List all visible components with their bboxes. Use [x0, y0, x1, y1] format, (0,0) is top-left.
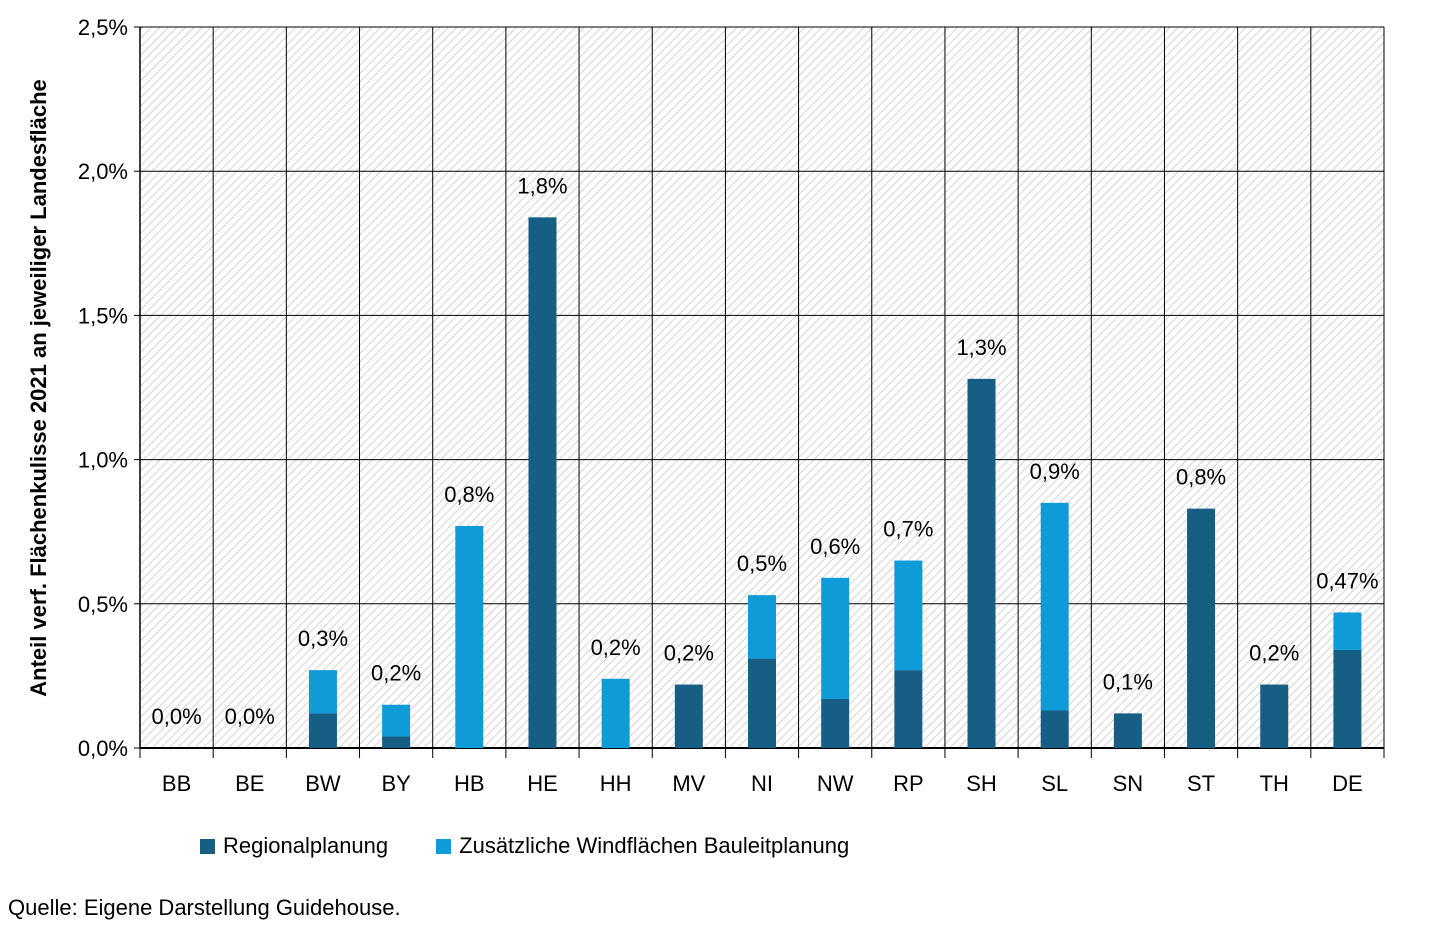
bar-RP-regional — [894, 670, 923, 748]
source-note: Quelle: Eigene Darstellung Guidehouse. — [8, 895, 401, 920]
data-label-DE: 0,47% — [1316, 568, 1378, 593]
data-label-SH: 1,3% — [956, 335, 1006, 360]
x-tick-label-RP: RP — [893, 771, 924, 796]
y-axis-ticks: 0,0% 0,5% 1,0% 1,5% 2,0% 2,5% — [78, 15, 140, 761]
x-tick-label-ST: ST — [1187, 771, 1215, 796]
bar-BY-regional — [382, 736, 411, 748]
data-label-TH: 0,2% — [1249, 641, 1299, 666]
data-label-MV: 0,2% — [664, 641, 714, 666]
bar-ST-regional — [1187, 508, 1216, 748]
data-label-HE: 1,8% — [517, 173, 567, 198]
legend: Regionalplanung Zusätzliche Windflächen … — [200, 833, 897, 859]
y-tick-label: 1,5% — [78, 303, 128, 328]
y-axis-label: Anteil verf. Flächenkulisse 2021 an jewe… — [26, 79, 51, 696]
y-tick-label: 0,0% — [78, 736, 128, 761]
data-label-HB: 0,8% — [444, 482, 494, 507]
y-tick-label: 0,5% — [78, 592, 128, 617]
bar-DE-regional — [1333, 649, 1362, 748]
legend-item-regional: Regionalplanung — [200, 833, 388, 859]
data-label-SN: 0,1% — [1103, 669, 1153, 694]
data-label-ST: 0,8% — [1176, 465, 1226, 490]
bar-NI-additional — [748, 595, 776, 659]
data-labels: 0,0% 0,0% 0,3% 0,2% 0,8% 1,8% 0,2% 0,2% 0,5% 0,6%… — [152, 173, 1379, 729]
x-tick-label-MV: MV — [672, 771, 705, 796]
bar-SH-regional — [967, 378, 996, 748]
x-tick-label-DE: DE — [1332, 771, 1363, 796]
legend-label-additional: Zusätzliche Windflächen Bauleitplanung — [459, 833, 850, 858]
data-label-BB: 0,0% — [152, 704, 202, 729]
y-tick-label: 1,0% — [78, 448, 128, 473]
legend-swatch-regional — [200, 838, 215, 854]
bar-BW-additional — [308, 670, 337, 714]
x-tick-label-SH: SH — [966, 771, 997, 796]
x-tick-label-HB: HB — [454, 771, 485, 796]
x-tick-label-NW: NW — [817, 771, 854, 796]
data-label-RP: 0,7% — [883, 517, 933, 542]
legend-item-additional: Zusätzliche Windflächen Bauleitplanung — [436, 833, 849, 859]
x-tick-label-NI: NI — [751, 771, 773, 796]
data-label-SL: 0,9% — [1030, 459, 1080, 484]
bar-MV-regional — [674, 684, 703, 748]
x-tick-label-TH: TH — [1260, 771, 1289, 796]
bar-TH-regional — [1260, 684, 1289, 748]
bar-SL-additional — [1040, 502, 1069, 711]
bar-HH-additional — [601, 678, 630, 748]
bar-RP-additional — [894, 560, 923, 671]
bar-BY-additional — [382, 704, 411, 737]
x-tick-label-BE: BE — [235, 771, 264, 796]
bar-SL-regional — [1040, 710, 1069, 748]
x-tick-label-HH: HH — [600, 771, 632, 796]
bar-NW-regional — [821, 698, 850, 748]
data-label-NI: 0,5% — [737, 551, 787, 576]
bar-DE-additional — [1333, 612, 1362, 650]
bar-NW-additional — [821, 577, 850, 699]
y-tick-label: 2,5% — [78, 15, 128, 40]
x-tick-label-SN: SN — [1113, 771, 1144, 796]
legend-swatch-additional — [436, 838, 452, 854]
bar-NI-regional — [748, 658, 776, 748]
data-label-BE: 0,0% — [225, 704, 275, 729]
grid-lines — [139, 26, 1385, 758]
data-label-HH: 0,2% — [591, 635, 641, 660]
x-tick-label-BW: BW — [305, 771, 341, 796]
category-labels: BB BE BW BY HB HE HH MV NI NW RP SH SL SN ST TH DE — [162, 771, 1363, 796]
legend-label-regional: Regionalplanung — [223, 833, 389, 858]
bar-HE-regional — [528, 217, 557, 748]
x-tick-label-HE: HE — [527, 771, 558, 796]
data-label-NW: 0,6% — [810, 534, 860, 559]
data-label-BY: 0,2% — [371, 661, 421, 686]
x-tick-label-BY: BY — [381, 771, 411, 796]
y-tick-label: 2,0% — [78, 159, 128, 184]
x-tick-label-BB: BB — [162, 771, 191, 796]
bar-BW-regional — [308, 713, 337, 748]
data-label-BW: 0,3% — [298, 626, 348, 651]
bar-HB-additional — [455, 525, 484, 748]
x-tick-label-SL: SL — [1041, 771, 1068, 796]
bars — [308, 217, 1362, 748]
bar-SN-regional — [1113, 713, 1142, 748]
